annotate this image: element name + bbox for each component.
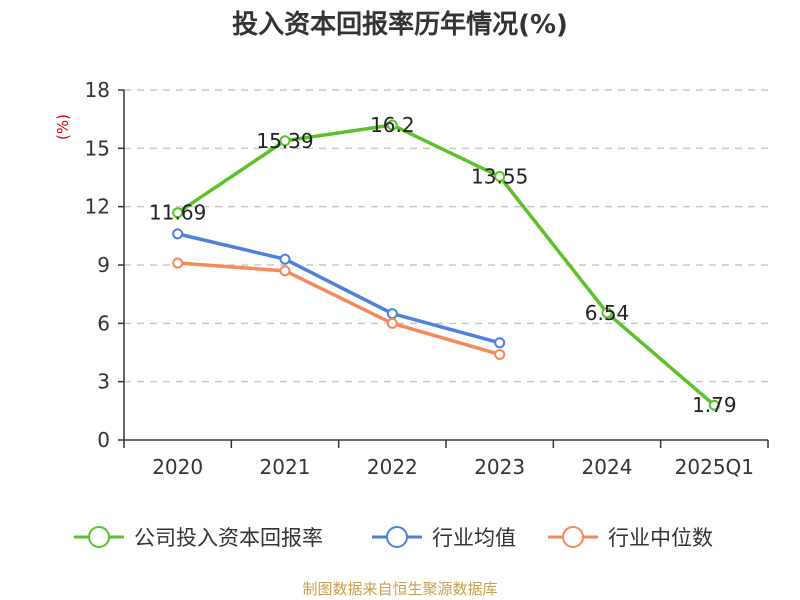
data-label: 15.39 [256, 129, 313, 153]
legend: 公司投入资本回报率 行业均值 行业中位数 [74, 526, 713, 550]
axes: 0 3 6 9 12 15 18 2020 2021 2022 2023 2024 2025Q1 [85, 78, 769, 479]
data-point [494, 171, 506, 183]
data-source-note: 制图数据来自恒生聚源数据库 [302, 580, 498, 598]
legend-label: 行业中位数 [608, 526, 713, 550]
data-point [386, 308, 398, 320]
y-tick-label: 15 [85, 136, 110, 160]
data-point [494, 348, 506, 360]
y-tick-label: 18 [85, 78, 110, 102]
legend-marker [562, 526, 584, 548]
legend-marker [88, 526, 110, 548]
x-tick-label: 2022 [367, 455, 418, 479]
data-point [494, 337, 506, 349]
x-tick-label: 2025Q1 [675, 455, 754, 479]
data-point [386, 317, 398, 329]
data-label: 1.79 [692, 393, 737, 417]
legend-label: 行业均值 [432, 526, 516, 550]
series-line [177, 261, 501, 357]
chart-title: 投入资本回报率历年情况(%) [232, 10, 568, 40]
series-line [177, 232, 501, 345]
data-point [708, 399, 720, 411]
series-line [176, 123, 716, 407]
y-tick-label: 3 [97, 370, 110, 394]
data-point [279, 135, 291, 147]
legend-marker [386, 526, 408, 548]
x-tick-label: 2021 [260, 455, 311, 479]
data-label: 6.54 [585, 301, 630, 325]
data-point [601, 307, 613, 319]
grid-lines [124, 89, 768, 383]
data-point [279, 265, 291, 277]
x-tick-label: 2020 [152, 455, 203, 479]
legend-label: 公司投入资本回报率 [134, 526, 323, 550]
y-tick-label: 6 [97, 311, 110, 335]
x-tick-label: 2024 [582, 455, 633, 479]
data-point [172, 257, 184, 269]
data-label: 11.69 [149, 201, 206, 225]
data-point [279, 253, 291, 265]
y-tick-label: 12 [85, 195, 110, 219]
series-layer [172, 119, 720, 411]
data-label: 13.55 [471, 165, 528, 189]
y-axis-unit-label: (%) [54, 114, 72, 140]
data-point [172, 207, 184, 219]
data-label: 16.2 [370, 113, 415, 137]
data-point [386, 119, 398, 131]
x-tick-label: 2023 [474, 455, 525, 479]
y-tick-label: 9 [97, 253, 110, 277]
y-tick-label: 0 [97, 428, 110, 452]
data-labels: 11.69 15.39 16.2 13.55 6.54 1.79 [149, 113, 737, 417]
data-point [172, 228, 184, 240]
